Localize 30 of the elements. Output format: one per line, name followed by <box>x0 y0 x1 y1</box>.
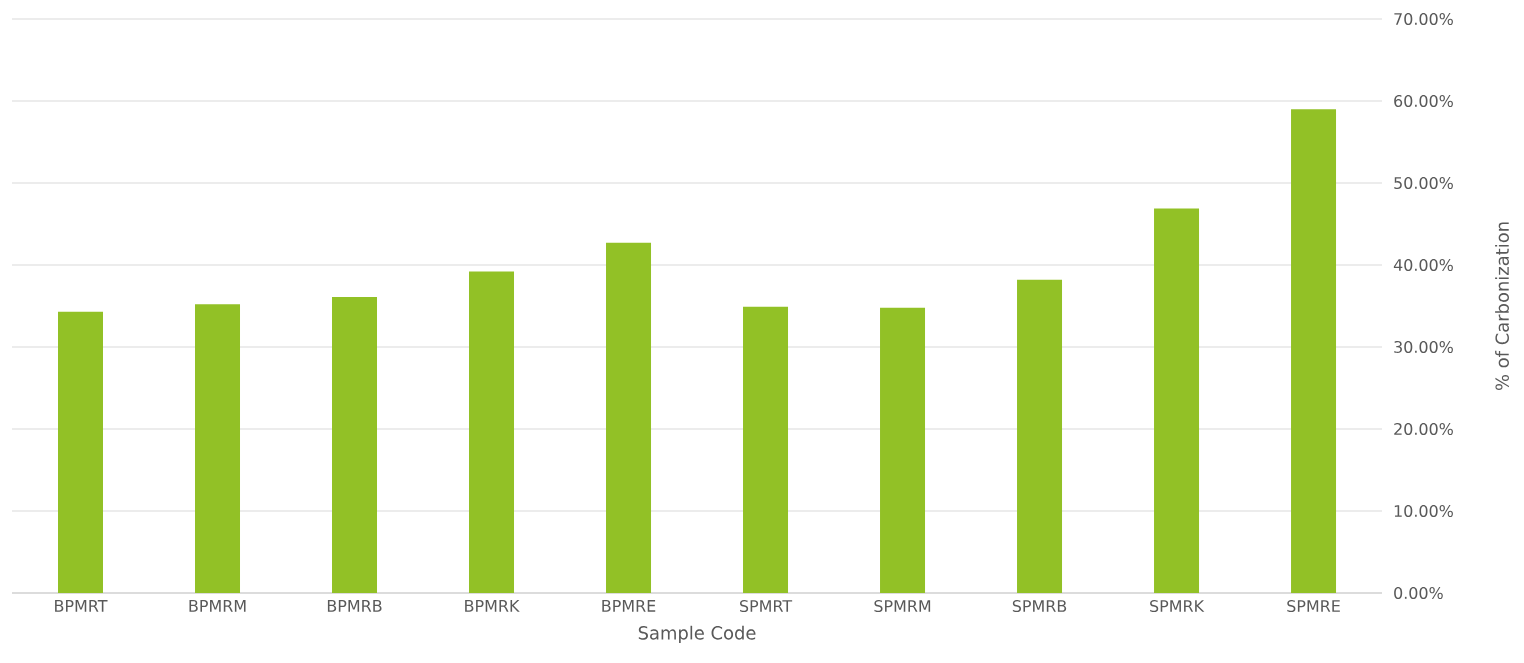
bar <box>606 242 652 593</box>
x-tick-label: SPMRM <box>874 600 931 613</box>
bar <box>1154 208 1200 593</box>
x-axis-title: Sample Code <box>638 625 756 644</box>
x-tick-label: SPMRT <box>740 600 793 613</box>
x-tick-label: SPMRB <box>1012 600 1067 613</box>
x-tick-label: BPMRK <box>465 600 520 612</box>
x-tick-label: BPMRE <box>602 600 656 612</box>
x-tick-label: SPMRE <box>1287 600 1340 613</box>
bar <box>743 306 789 593</box>
bar <box>195 304 241 593</box>
y-tick-label: 50.00% <box>1394 176 1453 190</box>
bar <box>58 311 103 593</box>
x-tick-label: BPMRM <box>189 600 246 612</box>
y-tick-label: 20.00% <box>1394 422 1453 436</box>
bar <box>880 307 926 593</box>
x-tick-label: SPMRK <box>1150 600 1205 613</box>
x-tick-label: BPMRB <box>327 600 382 612</box>
y-tick-label: 60.00% <box>1394 94 1453 108</box>
y-tick-label: 10.00% <box>1394 504 1453 518</box>
y-axis-title: % of Carbonization <box>1495 222 1509 391</box>
y-tick-label: 0.00% <box>1394 586 1443 600</box>
y-tick-label: 40.00% <box>1393 258 1453 272</box>
bar <box>1017 279 1063 593</box>
y-tick-label: 70.00% <box>1394 12 1453 26</box>
bar <box>1291 109 1337 593</box>
x-tick-label: BPMRT <box>55 600 108 612</box>
bar <box>469 271 515 593</box>
y-tick-label: 30.00% <box>1394 340 1453 354</box>
bar <box>332 296 378 593</box>
